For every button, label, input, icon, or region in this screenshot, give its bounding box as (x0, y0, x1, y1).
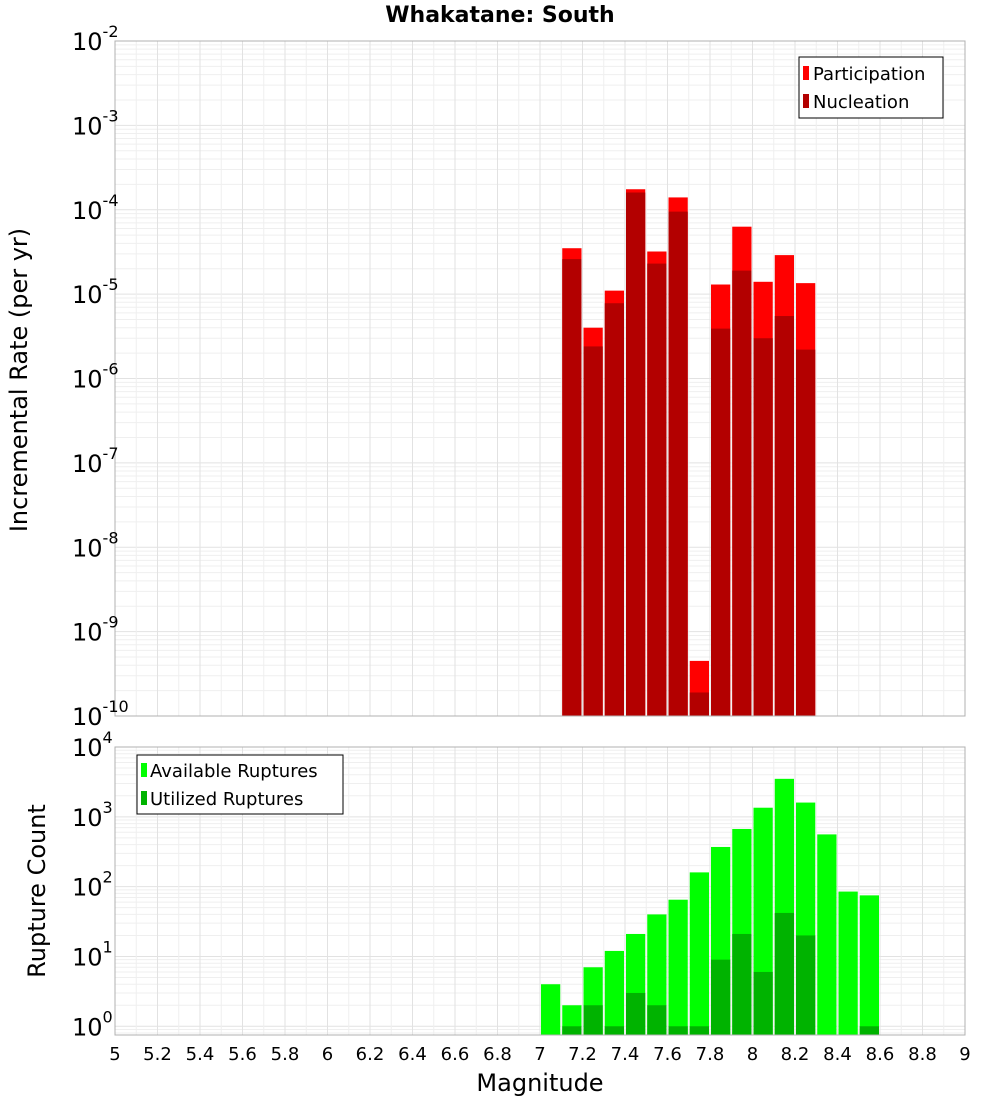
legend-label-available: Available Ruptures (150, 761, 318, 782)
bottom-bar-utilized-ruptures (859, 1026, 879, 1035)
x-tick-label: 6.2 (356, 1044, 385, 1065)
top-y-tick-label: 10-10 (72, 697, 129, 731)
top-gridlines (114, 40, 966, 717)
top-bar-nucleation (774, 316, 794, 716)
bottom-bar-available-ruptures (647, 914, 667, 1035)
legend-swatch-nucleation (803, 94, 809, 108)
top-y-tick-label: 10-3 (72, 106, 119, 140)
top-y-tick-label: 10-8 (72, 528, 119, 562)
top-y-tick-label: 10-7 (72, 444, 119, 478)
bottom-bars (541, 778, 879, 1035)
top-panel: 10-2 10-3 10-4 10-5 10-6 10-7 10-8 10-9 10-10 In… (5, 22, 966, 731)
bottom-bar-utilized-ruptures (753, 971, 773, 1035)
bottom-bar-available-ruptures (838, 891, 858, 1035)
x-tick-label: 8.6 (866, 1044, 895, 1065)
top-y-tick-label: 10-9 (72, 613, 119, 647)
top-bar-nucleation (583, 346, 603, 716)
legend-label-utilized: Utilized Ruptures (150, 789, 303, 810)
bottom-y-tick-label: 104 (72, 728, 113, 762)
x-axis-label: Magnitude (476, 1069, 603, 1097)
x-tick-label: 6.8 (483, 1044, 512, 1065)
top-y-tick-labels: 10-2 10-3 10-4 10-5 10-6 10-7 10-8 10-9 10-10 (72, 22, 129, 731)
bottom-legend: Available Ruptures Utilized Ruptures (136, 754, 344, 815)
bottom-bar-utilized-ruptures (774, 912, 794, 1035)
bottom-y-tick-label: 101 (72, 937, 113, 971)
legend-swatch-utilized (141, 791, 147, 805)
bottom-bar-available-ruptures (689, 872, 709, 1035)
x-tick-label: 7 (534, 1044, 545, 1065)
bottom-bar-available-ruptures (817, 834, 837, 1035)
legend-swatch-participation (803, 66, 809, 80)
bottom-bar-utilized-ruptures (732, 933, 752, 1035)
x-tick-label: 5 (109, 1044, 120, 1065)
bottom-bar-utilized-ruptures (626, 992, 646, 1035)
bottom-bar-available-ruptures (859, 895, 879, 1035)
bottom-bar-available-ruptures (604, 950, 624, 1035)
x-tick-label: 7.2 (568, 1044, 597, 1065)
top-bar-nucleation (668, 211, 688, 716)
x-tick-label: 6.6 (441, 1044, 470, 1065)
legend-label-nucleation: Nucleation (813, 92, 909, 113)
top-bar-nucleation (647, 263, 667, 716)
x-tick-label: 5.6 (228, 1044, 257, 1065)
top-y-axis-label: Incremental Rate (per yr) (5, 228, 33, 532)
top-legend: Participation Nucleation (798, 56, 944, 119)
x-tick-label: 8.4 (823, 1044, 852, 1065)
top-bar-nucleation (604, 303, 624, 716)
top-y-tick-label: 10-6 (72, 360, 119, 394)
top-bar-nucleation (753, 338, 773, 716)
x-tick-label: 5.8 (271, 1044, 300, 1065)
top-bar-nucleation (689, 692, 709, 716)
x-tick-labels: 5 5.2 5.4 5.6 5.8 6 6.2 6.4 6.6 6.8 7 7.2 7.4 7.6 7.8 8… (109, 1044, 970, 1065)
bottom-y-tick-labels: 104 103 102 101 100 (72, 728, 113, 1041)
x-tick-label: 6 (322, 1044, 333, 1065)
bottom-bar-utilized-ruptures (668, 1026, 688, 1035)
top-bars (562, 189, 816, 717)
x-tick-label: 7.6 (653, 1044, 682, 1065)
bottom-y-tick-label: 103 (72, 798, 113, 832)
top-y-tick-label: 10-2 (72, 22, 119, 56)
top-bar-nucleation (711, 328, 731, 716)
legend-swatch-available (141, 763, 147, 777)
top-bar-nucleation (626, 192, 646, 717)
x-tick-label: 8.2 (781, 1044, 810, 1065)
legend-label-participation: Participation (813, 64, 925, 85)
top-plot-frame (114, 40, 966, 717)
bottom-panel: 104 103 102 101 100 5 5.2 5.4 5.6 5.8 6 6.2 6.4 6.6 6… (23, 728, 971, 1097)
top-y-tick-label: 10-4 (72, 191, 119, 225)
bottom-plot-frame (114, 746, 966, 1036)
bottom-y-tick-label: 100 (72, 1007, 113, 1041)
top-bar-nucleation (562, 259, 582, 716)
x-tick-label: 9 (959, 1044, 970, 1065)
bottom-bar-utilized-ruptures (711, 959, 731, 1035)
bottom-bar-utilized-ruptures (562, 1026, 582, 1035)
bottom-bar-utilized-ruptures (583, 1005, 603, 1035)
x-tick-label: 8.8 (908, 1044, 937, 1065)
x-tick-label: 7.8 (696, 1044, 725, 1065)
chart-title: Whakatane: South (385, 3, 614, 28)
top-bar-nucleation (796, 349, 816, 716)
bottom-bar-utilized-ruptures (796, 935, 816, 1035)
x-tick-label: 6.4 (398, 1044, 427, 1065)
top-y-tick-label: 10-5 (72, 275, 119, 309)
bottom-bar-utilized-ruptures (689, 1026, 709, 1035)
bottom-y-axis-label: Rupture Count (23, 804, 51, 978)
x-tick-label: 5.4 (186, 1044, 215, 1065)
bottom-bar-utilized-ruptures (604, 1026, 624, 1035)
bottom-bar-available-ruptures (668, 899, 688, 1035)
x-tick-label: 8 (747, 1044, 758, 1065)
bottom-bar-available-ruptures (541, 984, 561, 1035)
bottom-y-tick-label: 102 (72, 868, 113, 902)
bottom-legend-box (136, 754, 344, 815)
x-tick-label: 5.2 (143, 1044, 172, 1065)
top-legend-box (798, 56, 944, 119)
x-tick-label: 7.4 (611, 1044, 640, 1065)
bottom-bar-utilized-ruptures (647, 1005, 667, 1035)
top-bar-nucleation (732, 270, 752, 716)
